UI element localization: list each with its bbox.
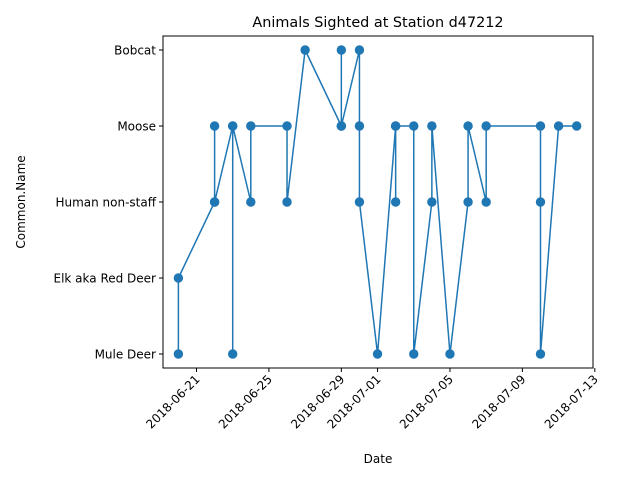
- data-point: [336, 45, 347, 55]
- data-point: [209, 197, 220, 207]
- y-tick-label: Bobcat: [114, 44, 156, 58]
- data-point: [427, 121, 437, 131]
- y-tick-label: Mule Deer: [95, 348, 156, 362]
- plot-area: [173, 45, 582, 359]
- plot-frame: [162, 35, 594, 369]
- data-point: [481, 121, 491, 131]
- data-point: [535, 197, 546, 207]
- data-point: [481, 197, 491, 207]
- data-point: [354, 121, 365, 131]
- chart-title: Animals Sighted at Station d47212: [252, 15, 503, 31]
- data-point: [409, 121, 419, 131]
- data-point: [535, 349, 546, 359]
- data-point: [553, 121, 564, 131]
- data-point: [535, 121, 546, 131]
- data-point: [173, 273, 184, 283]
- data-point: [282, 197, 292, 207]
- x-axis-label: Date: [364, 452, 393, 466]
- data-point: [390, 197, 401, 207]
- data-point: [336, 121, 347, 131]
- data-point: [246, 197, 256, 207]
- y-axis-ticks: Mule Deer Elk aka Red Deer Human non-staff…: [54, 44, 163, 362]
- data-point: [173, 349, 184, 359]
- data-point: [463, 197, 473, 207]
- y-tick-label: Human non-staff: [55, 196, 156, 210]
- data-point: [209, 121, 220, 131]
- data-point: [282, 121, 292, 131]
- data-point: [372, 349, 383, 359]
- data-point: [445, 349, 455, 359]
- data-point: [409, 349, 419, 359]
- data-point: [354, 197, 365, 207]
- y-axis-label: Common.Name: [14, 155, 28, 248]
- data-point: [228, 121, 238, 131]
- data-point: [228, 349, 238, 359]
- data-point: [246, 121, 256, 131]
- y-tick-label: Elk aka Red Deer: [54, 272, 157, 286]
- data-point: [390, 121, 401, 131]
- data-point: [572, 121, 582, 131]
- data-point: [463, 121, 473, 131]
- data-point: [354, 45, 365, 55]
- data-point: [427, 197, 437, 207]
- data-point: [300, 45, 310, 55]
- y-tick-label: Moose: [117, 120, 156, 134]
